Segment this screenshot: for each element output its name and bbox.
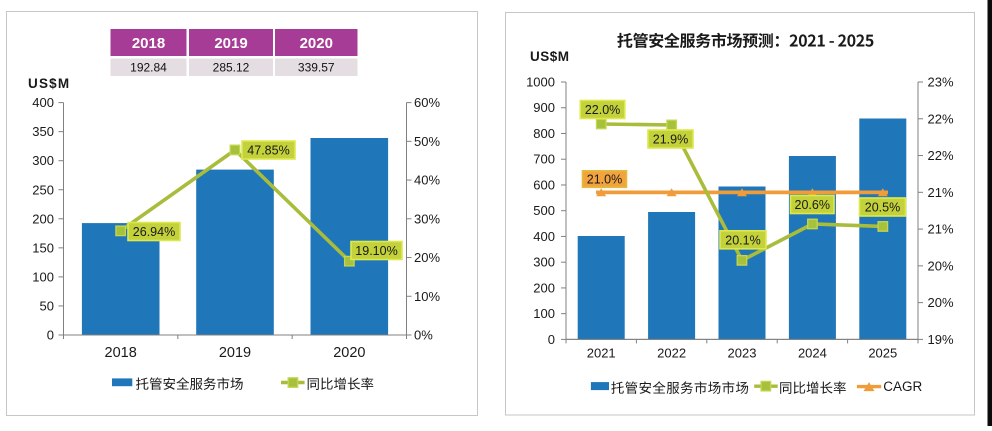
svg-text:2024: 2024 bbox=[798, 346, 827, 361]
svg-text:100: 100 bbox=[32, 269, 54, 284]
svg-text:2021: 2021 bbox=[587, 346, 616, 361]
svg-text:47.85%: 47.85% bbox=[247, 144, 289, 158]
svg-text:US$M: US$M bbox=[28, 76, 70, 91]
svg-text:20%: 20% bbox=[928, 295, 954, 310]
svg-text:US$M: US$M bbox=[530, 49, 570, 64]
svg-text:200: 200 bbox=[32, 211, 54, 226]
svg-text:2022: 2022 bbox=[657, 346, 686, 361]
svg-text:50: 50 bbox=[40, 298, 54, 313]
svg-text:200: 200 bbox=[533, 280, 555, 295]
svg-text:26.94%: 26.94% bbox=[133, 225, 175, 239]
svg-text:22%: 22% bbox=[928, 148, 954, 163]
svg-text:21%: 21% bbox=[928, 185, 954, 200]
svg-text:22%: 22% bbox=[928, 111, 954, 126]
svg-text:250: 250 bbox=[32, 182, 54, 197]
svg-text:300: 300 bbox=[533, 255, 555, 270]
svg-text:19.10%: 19.10% bbox=[355, 244, 397, 258]
svg-text:22.0%: 22.0% bbox=[585, 103, 620, 117]
svg-text:19%: 19% bbox=[928, 332, 954, 347]
svg-text:2018: 2018 bbox=[105, 345, 137, 361]
svg-text:60%: 60% bbox=[414, 95, 440, 110]
svg-text:21.9%: 21.9% bbox=[653, 133, 688, 147]
svg-text:20.5%: 20.5% bbox=[865, 201, 900, 215]
svg-text:0%: 0% bbox=[414, 328, 433, 343]
svg-text:700: 700 bbox=[533, 152, 555, 167]
svg-text:350: 350 bbox=[32, 124, 54, 139]
svg-text:100: 100 bbox=[533, 306, 555, 321]
svg-text:2025: 2025 bbox=[868, 346, 897, 361]
svg-text:600: 600 bbox=[533, 177, 555, 192]
svg-text:285.12: 285.12 bbox=[213, 61, 250, 75]
svg-text:30%: 30% bbox=[414, 211, 440, 226]
svg-text:150: 150 bbox=[32, 240, 54, 255]
svg-text:21.0%: 21.0% bbox=[587, 173, 622, 187]
svg-text:2020: 2020 bbox=[333, 345, 365, 361]
svg-text:300: 300 bbox=[32, 153, 54, 168]
svg-text:0: 0 bbox=[47, 328, 54, 343]
svg-text:20.1%: 20.1% bbox=[725, 233, 760, 247]
svg-text:900: 900 bbox=[533, 100, 555, 115]
svg-text:339.57: 339.57 bbox=[298, 61, 335, 75]
svg-text:2020: 2020 bbox=[300, 35, 333, 52]
svg-text:0: 0 bbox=[548, 332, 555, 347]
svg-text:2019: 2019 bbox=[214, 35, 247, 52]
svg-text:CAGR: CAGR bbox=[883, 379, 922, 394]
svg-text:20%: 20% bbox=[928, 258, 954, 273]
svg-text:400: 400 bbox=[533, 229, 555, 244]
svg-text:1000: 1000 bbox=[526, 75, 555, 90]
svg-text:20%: 20% bbox=[414, 250, 440, 265]
svg-text:2023: 2023 bbox=[728, 346, 757, 361]
svg-text:23%: 23% bbox=[928, 75, 954, 90]
svg-text:400: 400 bbox=[32, 95, 54, 110]
svg-text:2019: 2019 bbox=[219, 345, 251, 361]
svg-text:2018: 2018 bbox=[132, 35, 165, 52]
svg-text:20.6%: 20.6% bbox=[795, 198, 830, 212]
svg-text:21%: 21% bbox=[928, 222, 954, 237]
svg-text:192.84: 192.84 bbox=[130, 61, 167, 75]
svg-text:500: 500 bbox=[533, 203, 555, 218]
svg-text:50%: 50% bbox=[414, 134, 440, 149]
svg-text:800: 800 bbox=[533, 126, 555, 141]
svg-text:10%: 10% bbox=[414, 289, 440, 304]
svg-text:40%: 40% bbox=[414, 173, 440, 188]
